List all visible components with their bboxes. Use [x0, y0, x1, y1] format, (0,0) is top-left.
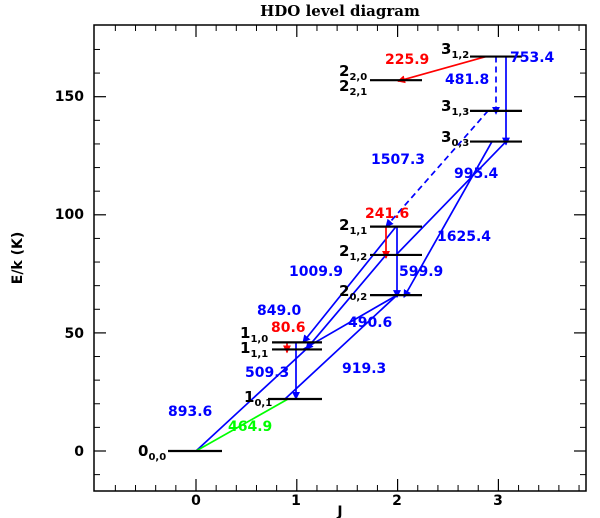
transition-line-893-6 — [195, 348, 307, 452]
transition-label-893-6: 893.6 — [168, 404, 212, 420]
transition-label-849-0: 849.0 — [257, 303, 302, 319]
plot-frame — [93, 24, 587, 492]
level-label-221: 22,1 — [339, 77, 367, 98]
transitions — [195, 55, 510, 452]
transition-line-1507-3 — [385, 110, 489, 228]
transition-line-464-9 — [195, 398, 289, 452]
transition-label-753-4: 753.4 — [510, 50, 555, 66]
transition-line-995-4 — [395, 140, 507, 256]
x-axis-label: J — [336, 504, 342, 518]
transition-label-995-4: 995.4 — [454, 166, 499, 182]
level-label-110: 11,0 — [240, 324, 268, 345]
transition-label-509-3: 509.3 — [245, 365, 289, 381]
transition-line-1625-4 — [403, 141, 493, 298]
transition-label-1009-9: 1009.9 — [289, 264, 343, 280]
transition-label-481-8: 481.8 — [445, 72, 489, 88]
level-label-101: 10,1 — [244, 388, 272, 409]
level-label-313: 31,3 — [441, 97, 469, 118]
x-tick-label: 1 — [291, 493, 301, 509]
transition-label-490-6: 490.6 — [348, 315, 392, 331]
y-tick-label: 0 — [74, 444, 84, 460]
transition-labels: 893.6 464.9 80.6 509.3 849.0 1009.9 490.6 919.3… — [168, 50, 555, 435]
transition-label-80-6: 80.6 — [271, 320, 306, 336]
transition-label-464-9: 464.9 — [228, 419, 272, 435]
transition-label-919-3: 919.3 — [342, 361, 386, 377]
y-tick-label: 50 — [65, 326, 85, 342]
level-label-211: 21,1 — [339, 216, 367, 237]
transition-line-225-9 — [397, 55, 487, 84]
transition-line-849-0 — [305, 254, 387, 351]
transition-label-225-9: 225.9 — [385, 52, 429, 68]
transition-label-1507-3: 1507.3 — [371, 152, 425, 168]
axis-ticks — [94, 25, 586, 491]
x-tick-label: 2 — [392, 493, 402, 509]
energy-levels: 00,0 10,1 11,111,0 20,2 21,2 21,1 22,122,0 30,3… — [138, 40, 522, 463]
x-tick-label: 3 — [493, 493, 503, 509]
level-label-111: 11,1 — [240, 339, 268, 360]
level-label-202: 20,2 — [339, 282, 367, 303]
level-label-212: 21,2 — [339, 242, 367, 263]
level-label-312: 31,2 — [441, 40, 469, 61]
transition-label-599-9: 599.9 — [399, 264, 443, 280]
level-label-000: 00,0 — [138, 442, 166, 463]
transition-label-1625-4: 1625.4 — [437, 229, 491, 245]
transition-label-241-6: 241.6 — [365, 206, 409, 222]
x-tick-label: 0 — [191, 493, 201, 509]
y-tick-label: 100 — [55, 207, 84, 223]
y-tick-label: 150 — [55, 89, 84, 105]
level-label-220: 22,0 — [339, 62, 367, 83]
transition-line-919-3 — [284, 294, 398, 400]
chart-title: HDO level diagram — [260, 2, 420, 20]
level-label-303: 30,3 — [441, 128, 469, 149]
y-axis-label: E/k (K) — [10, 232, 26, 285]
transition-line-490-6 — [302, 294, 398, 351]
transition-line-1009-9 — [302, 226, 397, 344]
